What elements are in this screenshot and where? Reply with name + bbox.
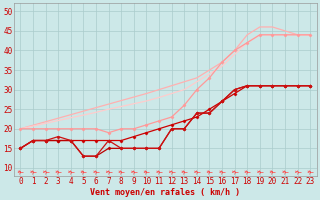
- X-axis label: Vent moyen/en rafales ( km/h ): Vent moyen/en rafales ( km/h ): [90, 188, 240, 197]
